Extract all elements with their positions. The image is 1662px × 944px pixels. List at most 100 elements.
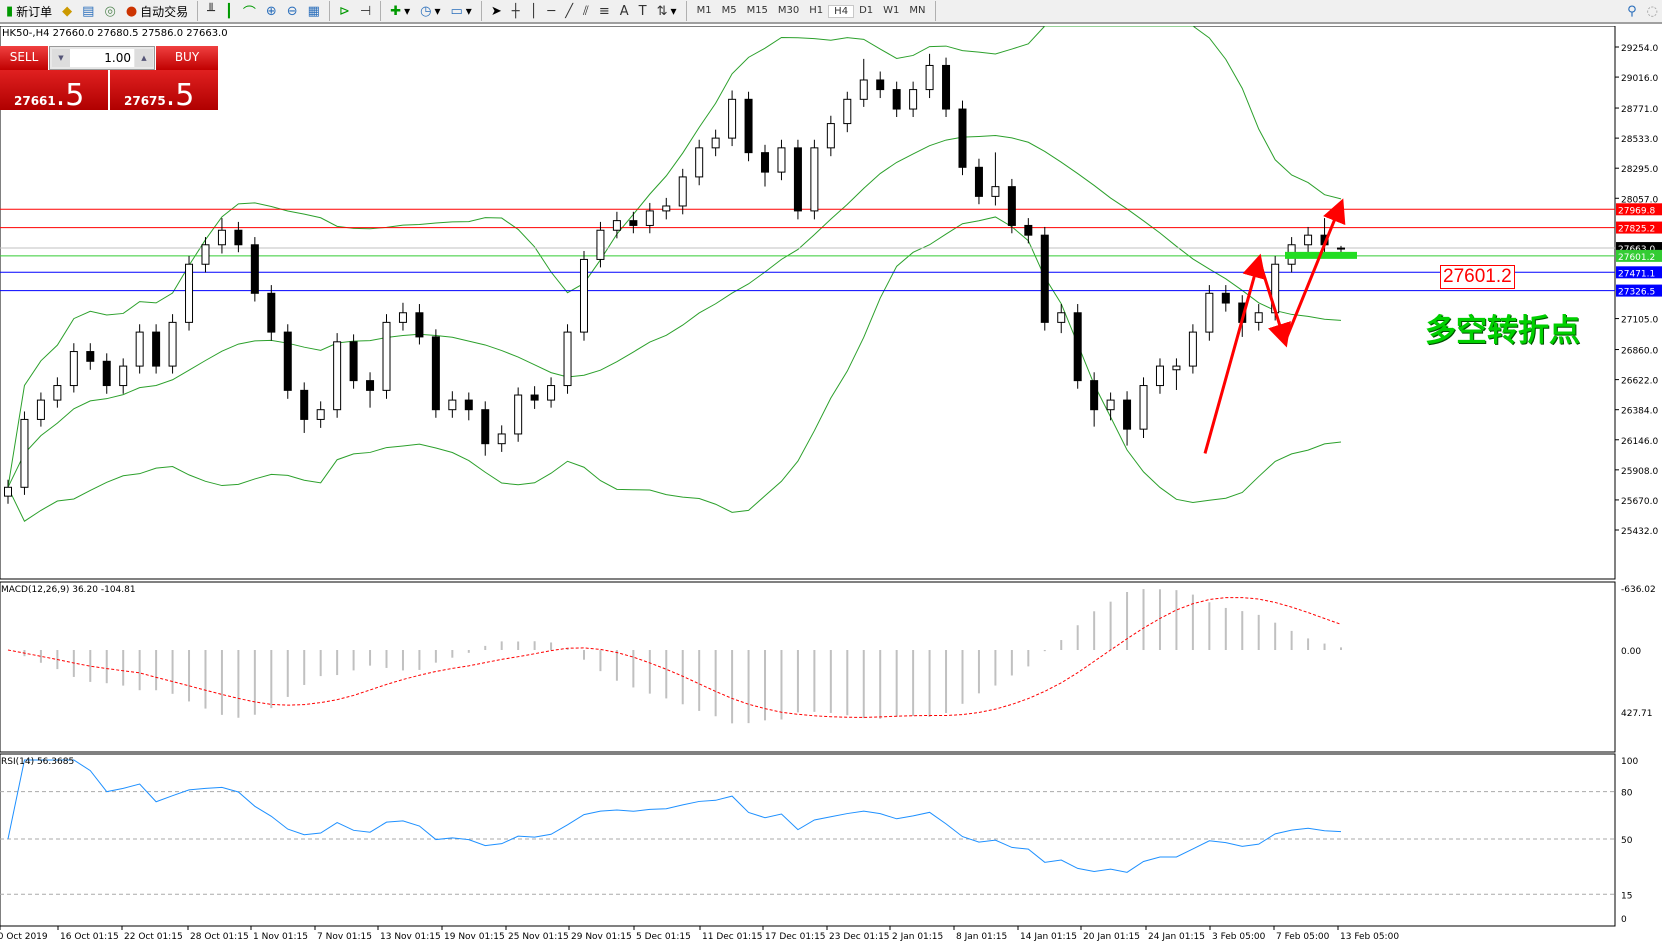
candle-body — [333, 341, 342, 411]
candle — [514, 387, 523, 442]
chart-shift-button[interactable]: ⊣ — [356, 1, 375, 21]
candle-body — [398, 312, 407, 323]
candle-body — [547, 385, 556, 401]
buy-button[interactable]: BUY — [156, 46, 218, 70]
candle-body — [185, 263, 194, 323]
equidistant-channel-button[interactable]: ⫽ — [579, 1, 593, 21]
horizontal-line-button[interactable]: ─ — [543, 1, 559, 21]
timeframe-d1[interactable]: D1 — [859, 4, 874, 16]
candle-body — [530, 394, 539, 401]
candlestick-button[interactable]: ┃ — [221, 1, 237, 21]
candle — [1205, 285, 1214, 341]
sell-price-button[interactable]: 27661.5 — [0, 70, 108, 113]
candle — [20, 411, 29, 495]
candle — [826, 115, 835, 157]
terminal-icon: ▤ — [82, 3, 95, 19]
timeframe-h1[interactable]: H1 — [809, 4, 824, 16]
templates-icon: ▭ — [450, 3, 463, 19]
candle-body — [168, 321, 177, 367]
timeframe-m1[interactable]: M1 — [696, 4, 712, 16]
search-button[interactable]: ⚲ — [1623, 1, 1641, 21]
y-tick-label: 25432.0 — [1621, 527, 1658, 537]
timeframe-m15[interactable]: M15 — [746, 4, 768, 16]
lot-input[interactable] — [70, 49, 134, 67]
candle — [283, 324, 292, 399]
signals-icon: ◎ — [104, 3, 116, 19]
candle-body — [36, 399, 45, 420]
timeframe-m30[interactable]: M30 — [777, 4, 800, 16]
auto-trade-button[interactable]: ● 自动交易 — [122, 1, 192, 21]
crosshair-button[interactable]: ┼ — [508, 1, 524, 21]
x-tick-label: 28 Oct 01:15 — [190, 932, 249, 942]
candle — [596, 221, 605, 268]
arrows-button[interactable]: ⇅ ▾ — [656, 3, 677, 19]
vertical-line-button[interactable]: │ — [526, 1, 542, 21]
candle-body — [629, 220, 638, 226]
text-label-button[interactable]: T — [635, 1, 651, 21]
macd-tick-label: -636.02 — [1621, 585, 1656, 595]
pivot-text-annotation[interactable]: 多空转折点 — [1425, 313, 1580, 349]
timeframe-h4[interactable]: H4 — [828, 4, 855, 18]
zoom-in-button[interactable]: ⊕ — [262, 1, 281, 21]
timeframe-m5[interactable]: M5 — [721, 4, 737, 16]
candle-body — [514, 394, 523, 435]
terminal-button[interactable]: ▤ — [78, 1, 98, 21]
candle-body — [53, 385, 62, 401]
cursor-button[interactable]: ➤ — [487, 1, 506, 21]
search-icon: ⚲ — [1627, 3, 1637, 19]
lot-stepper: ▼ ▲ — [49, 46, 155, 70]
tile-windows-button[interactable]: ▦ — [304, 1, 324, 21]
bar-chart-button[interactable]: ╨ — [203, 1, 219, 21]
text-button[interactable]: A — [616, 1, 633, 21]
timeframe-w1[interactable]: W1 — [883, 4, 900, 16]
add-indicator-icon: ✚ — [390, 3, 402, 19]
candle-body — [843, 98, 852, 125]
periods-button[interactable]: ◷ ▾ — [420, 3, 441, 19]
timeframe-mn[interactable]: MN — [909, 4, 926, 16]
x-tick-label: 1 Nov 01:15 — [253, 932, 308, 942]
pivot-price-annotation[interactable]: 27601.2 — [1440, 265, 1515, 289]
candle — [843, 91, 852, 133]
candle-body — [102, 360, 111, 387]
chart-shift-icon: ⊣ — [359, 3, 372, 19]
lot-decrease-button[interactable]: ▼ — [52, 49, 70, 67]
trendline-button[interactable]: ╱ — [561, 1, 577, 21]
navigator-button[interactable]: ◆ — [58, 1, 76, 21]
x-tick-label: 5 Dec 01:15 — [636, 932, 691, 942]
candle — [629, 211, 638, 234]
candle — [431, 329, 440, 418]
x-tick-label: 2 Jan 01:15 — [892, 932, 943, 942]
buy-price-button[interactable]: 27675.5 — [110, 70, 218, 113]
candle-body — [152, 331, 161, 367]
community-button[interactable]: ◌ — [1643, 1, 1662, 21]
fibonacci-button[interactable]: ≡ — [595, 1, 614, 21]
new-order-button[interactable]: ▮ 新订单 — [2, 1, 56, 21]
candle-body — [711, 137, 720, 149]
candle — [333, 333, 342, 418]
price-chart[interactable]: 29254.0 29016.0 28771.0 28533.0 28295.0 28057… — [0, 26, 1662, 944]
autoscroll-button[interactable]: ⊳ — [335, 1, 354, 21]
candle — [217, 218, 226, 254]
templates-button[interactable]: ▭ ▾ — [450, 3, 472, 19]
candle — [415, 304, 424, 345]
candle — [1007, 178, 1016, 234]
candle-body — [1155, 365, 1164, 387]
auto-trade-icon: ● — [125, 3, 138, 19]
candle — [1106, 392, 1115, 421]
sell-button[interactable]: SELL — [0, 46, 48, 70]
signals-button[interactable]: ◎ — [100, 1, 119, 21]
candle — [711, 129, 720, 157]
candle — [185, 256, 194, 331]
timeframe-selector: M1 M5 M15 M30 H1 H4 D1 W1 MN — [692, 4, 931, 18]
y-tick-label: 26860.0 — [1621, 347, 1658, 357]
crosshair-icon: ┼ — [511, 3, 520, 19]
add-indicator-button[interactable]: ✚ ▾ — [390, 3, 411, 19]
candle-body — [1139, 385, 1148, 430]
zoom-out-button[interactable]: ⊖ — [283, 1, 302, 21]
divider — [935, 1, 937, 21]
line-chart-button[interactable]: ⌒ — [239, 1, 260, 21]
candle — [958, 100, 967, 176]
lot-increase-button[interactable]: ▲ — [135, 49, 153, 67]
rsi-label: RSI(14) 56.3685 — [1, 757, 75, 767]
candle-body — [267, 292, 276, 333]
